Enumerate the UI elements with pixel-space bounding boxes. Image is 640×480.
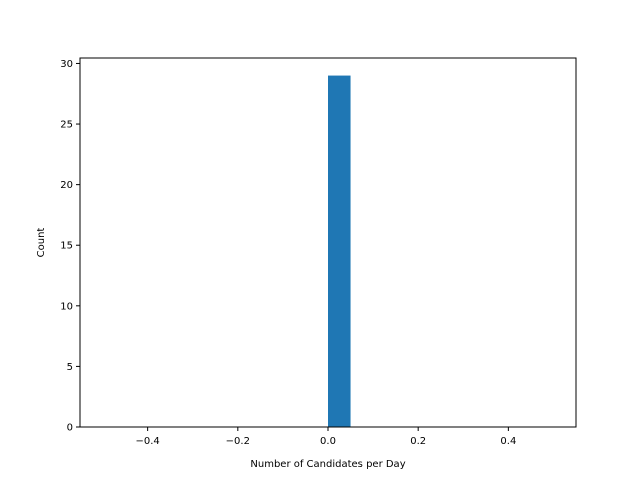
y-tick-label: 15 bbox=[60, 241, 73, 252]
x-tick-label: 0.2 bbox=[410, 436, 426, 447]
y-axis-label: Count bbox=[36, 228, 47, 258]
y-tick-label: 10 bbox=[60, 301, 73, 312]
y-axis: 0 5 10 15 20 25 30 bbox=[60, 59, 80, 434]
y-tick-label: 20 bbox=[60, 180, 73, 191]
x-axis-label: Number of Candidates per Day bbox=[250, 459, 405, 470]
bars-group bbox=[328, 75, 351, 428]
x-tick-label: −0.2 bbox=[226, 436, 250, 447]
y-tick-label: 30 bbox=[60, 59, 73, 70]
histogram-bar-0 bbox=[328, 75, 351, 428]
x-axis: −0.4 −0.2 0.0 0.2 0.4 bbox=[135, 427, 516, 447]
y-tick-label: 5 bbox=[67, 362, 73, 373]
y-tick-label: 25 bbox=[60, 120, 73, 131]
x-tick-label: 0.0 bbox=[320, 436, 336, 447]
x-tick-label: 0.4 bbox=[500, 436, 516, 447]
x-tick-label: −0.4 bbox=[135, 436, 159, 447]
y-tick-label: 0 bbox=[67, 423, 73, 434]
